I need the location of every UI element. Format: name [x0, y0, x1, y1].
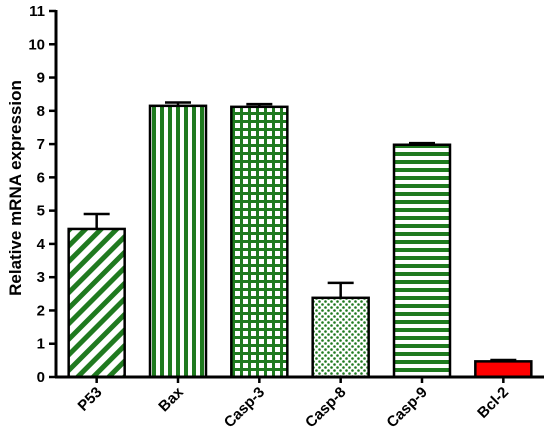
y-tick-label-6: 6: [37, 169, 45, 186]
y-tick-label-2: 2: [37, 302, 45, 319]
bar-bcl-2: [474, 360, 533, 379]
bar-bax: [148, 104, 208, 379]
y-tick-label-4: 4: [37, 236, 46, 253]
y-tick-label-1: 1: [37, 336, 45, 353]
x-tick-label-p53: P53: [75, 384, 106, 415]
y-tick-label-3: 3: [37, 269, 45, 286]
y-tick-label-5: 5: [37, 203, 45, 220]
y-tick-label-0: 0: [37, 369, 45, 386]
bar-casp-8: [311, 296, 370, 379]
x-tick-label-casp-9: Casp-9: [383, 384, 430, 431]
bar-p53: [67, 227, 126, 379]
bar-casp-3: [230, 105, 289, 379]
bar-casp-9: [392, 143, 452, 379]
y-tick-label-8: 8: [37, 103, 45, 120]
x-tick-label-bax: Bax: [155, 383, 187, 415]
y-tick-label-7: 7: [37, 136, 45, 153]
x-tick-label-casp-8: Casp-8: [302, 384, 349, 431]
y-tick-label-9: 9: [37, 70, 45, 87]
x-tick-label-bcl-2: Bcl-2: [474, 384, 512, 422]
x-tick-label-casp-3: Casp-3: [221, 384, 268, 431]
y-tick-label-11: 11: [29, 3, 45, 20]
y-axis-title: Relative mRNA expression: [6, 80, 25, 296]
y-tick-label-10: 10: [28, 36, 45, 53]
